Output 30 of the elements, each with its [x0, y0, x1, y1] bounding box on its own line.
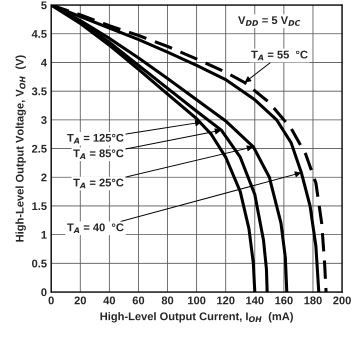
x-tick-label: 40: [103, 296, 116, 304]
annotation: T$_{A}$ = 125°C: [67, 134, 124, 144]
y-tick-label: 2: [41, 174, 47, 182]
annotation: T$_{A}$ = 85°C: [73, 149, 124, 159]
annotation: V$_{DD}$ = 5 V$_{DC}$: [238, 16, 300, 26]
annotation: T$_{A}$ = 25°C: [73, 178, 124, 188]
annotation: T$_{A}$ = 55 °C: [251, 50, 308, 60]
x-tick-label: 20: [74, 296, 86, 304]
x-tick-label: 80: [162, 296, 174, 304]
x-tick-label: 180: [304, 296, 322, 304]
annotation: T$_{A}$ = 40 °C: [67, 223, 124, 234]
y-tick-label: 1: [42, 231, 47, 239]
y-tick-label: 0.5: [32, 260, 47, 268]
x-tick-label: 160: [275, 296, 293, 304]
x-tick-label: 60: [132, 296, 144, 304]
x-tick-label: 0: [48, 296, 54, 304]
y-tick-label: 3: [41, 116, 47, 124]
y-tick-label: 4.5: [32, 30, 47, 38]
y-tick-label: 4: [41, 58, 47, 66]
y-tick-label: 1.5: [32, 202, 47, 210]
x-tick-label: 200: [333, 296, 351, 304]
y-tick-label: 5: [41, 1, 47, 10]
x-axis-title: High-Level Output Current, I$_{OH}$ (mA): [100, 312, 293, 323]
x-tick-label: 120: [217, 296, 235, 304]
y-tick-label: 2.5: [32, 144, 47, 153]
y-tick-label: 0: [41, 288, 47, 296]
y-axis-title: High-Level Output Voltage, V$_{OH}$ (V): [15, 55, 26, 242]
y-tick-label: 3.5: [32, 87, 47, 96]
x-tick-label: 140: [246, 296, 264, 304]
x-tick-label: 100: [188, 296, 206, 304]
